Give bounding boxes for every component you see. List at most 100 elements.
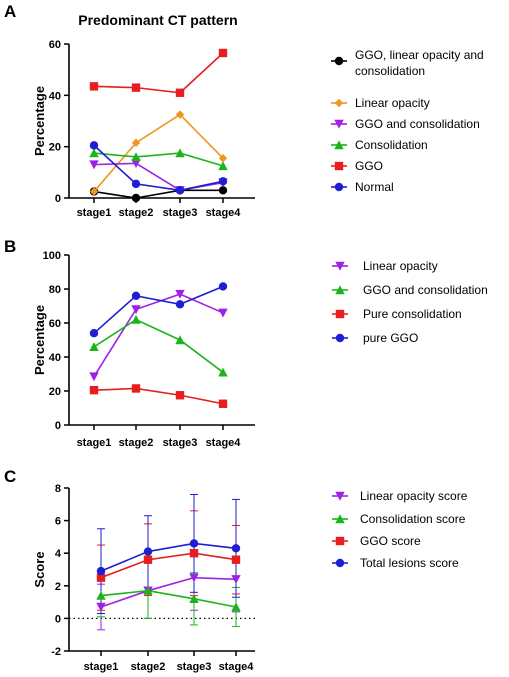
panel-b-pure-ggo-point [131, 291, 141, 300]
panel-a-normal-point [175, 186, 185, 195]
panel-c-total-lesions-score-point [96, 566, 106, 576]
panel-a-legend-normal-label: Normal [355, 180, 394, 194]
panel-a-y-tick-label: 20 [49, 142, 61, 154]
panel-b-x-tick-label: stage3 [163, 437, 198, 449]
panel-b-y-tick-label: 60 [49, 318, 61, 330]
panel-a-normal-point [218, 177, 228, 186]
panel-c-total-lesions-score-point [143, 547, 153, 556]
panel-b-y-tick-label: 20 [49, 386, 61, 398]
panel-b-ggo-and-consolidation-point [131, 314, 141, 324]
panel-b-ggo-and-consolidation-point [89, 342, 99, 351]
panel-a-ggo-point [175, 88, 185, 97]
panel-c-consolidation-score-point [96, 590, 106, 600]
panel-a-ggo-point [218, 48, 228, 58]
panel-a-ggo-and-consolidation-point [131, 159, 141, 169]
panel-a-legend-ggo-linear-opacity-and-consolidation-label-line1: GGO, linear opacity and [355, 48, 484, 62]
panel-a-x-tick-label: stage3 [163, 207, 198, 219]
panel-b-y-axis-label: Percentage [32, 305, 47, 375]
panel-c-ggo-score-point [231, 555, 241, 564]
panel-b-legend-pure-consolidation-label: Pure consolidation [363, 307, 462, 321]
panel-a-normal-point [89, 141, 99, 150]
panel-c-legend-total-lesions-score-label: Total lesions score [360, 556, 459, 570]
panel-a-ggo-linear-opacity-and-consolidation-point [218, 186, 228, 195]
panel-a-legend-ggo-swatch-marker [334, 161, 344, 171]
panel-a-legend-ggo-linear-opacity-and-consolidation-swatch-marker [334, 56, 344, 66]
panel-a-legend-linear-opacity-label: Linear opacity [355, 96, 430, 110]
panel-c-x-tick-label: stage2 [131, 661, 166, 673]
panel-a-consolidation-line [93, 152, 224, 167]
panel-b-pure-consolidation-point [218, 399, 228, 408]
panel-a-consolidation-point [89, 148, 99, 158]
panel-c-y-tick-label: 6 [55, 516, 61, 528]
panel-a-legend-consolidation-label: Consolidation [355, 138, 428, 152]
panel-b-y-tick-label: 40 [49, 352, 61, 364]
panel-c-legend-linear-opacity-score-label: Linear opacity score [360, 489, 468, 503]
panel-a-legend-ggo-and-consolidation-swatch-marker [334, 119, 344, 129]
panel-a-ggo-linear-opacity-and-consolidation-line [93, 189, 223, 199]
panel-a-linear-opacity-point [89, 187, 99, 196]
panel-b-legend-pure-ggo-swatch-marker [335, 333, 345, 343]
panel-c-linear-opacity-score-line [100, 576, 237, 608]
panel-b-linear-opacity-point [89, 372, 99, 382]
panel-c-chart: -2 0 2 4 6 8 stage1 stage2 stage3 stage4 Score Line… [32, 483, 468, 673]
panel-a-ggo-and-consolidation-line [93, 162, 224, 192]
panel-label-b: B [4, 237, 16, 256]
panel-a-linear-opacity-point [131, 138, 141, 148]
panel-label-a: A [4, 2, 16, 21]
panel-a-legend-ggo-label: GGO [355, 159, 383, 173]
panel-a-legend-linear-opacity-swatch-marker [334, 98, 344, 108]
panel-c-x-tick-label: stage4 [219, 661, 255, 673]
panel-c-consolidation-score-point [189, 594, 199, 604]
panel-c-consolidation-score-point [231, 602, 241, 612]
panel-c-legend-linear-opacity-score-swatch-marker [335, 491, 345, 501]
panel-b-pure-ggo-line [93, 285, 224, 334]
panel-a-x-tick-label: stage4 [206, 207, 242, 219]
panel-c-x-tick-label: stage3 [177, 661, 212, 673]
panel-c-ggo-score-line [100, 552, 237, 579]
panel-b-linear-opacity-point [131, 305, 141, 315]
panel-b-pure-consolidation-point [175, 391, 185, 400]
panel-c-total-lesions-score-line [100, 542, 237, 572]
panel-b-pure-consolidation-point [131, 384, 141, 393]
panel-a-ggo-and-consolidation-point [89, 160, 99, 170]
panel-a-y-axis-label: Percentage [32, 86, 47, 156]
panel-b-x-tick-label: stage4 [206, 437, 242, 449]
panel-b-pure-consolidation-point [89, 385, 99, 395]
panel-c-legend-ggo-score-label: GGO score [360, 534, 421, 548]
panel-c-y-tick-label: 4 [55, 548, 62, 560]
panel-c-consolidation-score-line [100, 589, 237, 608]
panel-c-y-tick-label: 0 [55, 613, 61, 625]
panel-b-x-tick-label: stage1 [77, 437, 112, 449]
panel-a-ggo-point [89, 82, 99, 91]
panel-a-y-tick-label: 0 [55, 193, 61, 205]
panel-b-pure-consolidation-line [93, 387, 224, 405]
panel-b-legend-linear-opacity-label: Linear opacity [363, 259, 438, 273]
panel-a-legend-ggo-linear-opacity-and-consolidation-label: GGO, linear opacity and consolidation [355, 48, 484, 78]
panel-b-linear-opacity-point [175, 289, 185, 299]
panel-b-y-tick-label: 0 [55, 420, 61, 432]
panel-a-legend-consolidation-swatch-marker [334, 140, 344, 150]
panel-c-linear-opacity-score-point [231, 575, 241, 584]
panel-c-y-axis-label: Score [32, 551, 47, 587]
panel-c-consolidation-score-point [143, 585, 153, 595]
panel-a-ggo-line [93, 52, 224, 94]
panel-a-consolidation-point [218, 161, 228, 171]
panel-b-y-tick-label: 100 [43, 250, 61, 262]
panel-a-linear-opacity-point [218, 154, 228, 163]
panel-c-legend-total-lesions-score-swatch-marker [335, 558, 345, 568]
panel-a-linear-opacity-point [175, 110, 185, 119]
panel-a-y-tick-label: 40 [49, 90, 61, 102]
panel-c-legend-ggo-score-swatch-marker [335, 536, 345, 546]
panel-c-ggo-score-point [96, 573, 106, 582]
panel-b-chart: 0 20 40 60 80 100 stage1 stage2 stage3 stage4 Perc… [32, 250, 488, 449]
panel-a-legend-ggo-and-consolidation-label: GGO and consolidation [355, 117, 480, 131]
panel-a-legend-normal-swatch-marker [334, 182, 344, 192]
panel-c-y-tick-label: -2 [51, 646, 61, 658]
panel-a-x-tick-label: stage1 [77, 207, 112, 219]
panel-a-ggo-point [131, 83, 141, 92]
panel-b-legend-ggo-and-consolidation-swatch-marker [335, 285, 345, 295]
panel-label-c: C [4, 467, 16, 486]
panel-a-y-tick-label: 60 [49, 39, 61, 51]
panel-b-linear-opacity-line [93, 293, 224, 377]
